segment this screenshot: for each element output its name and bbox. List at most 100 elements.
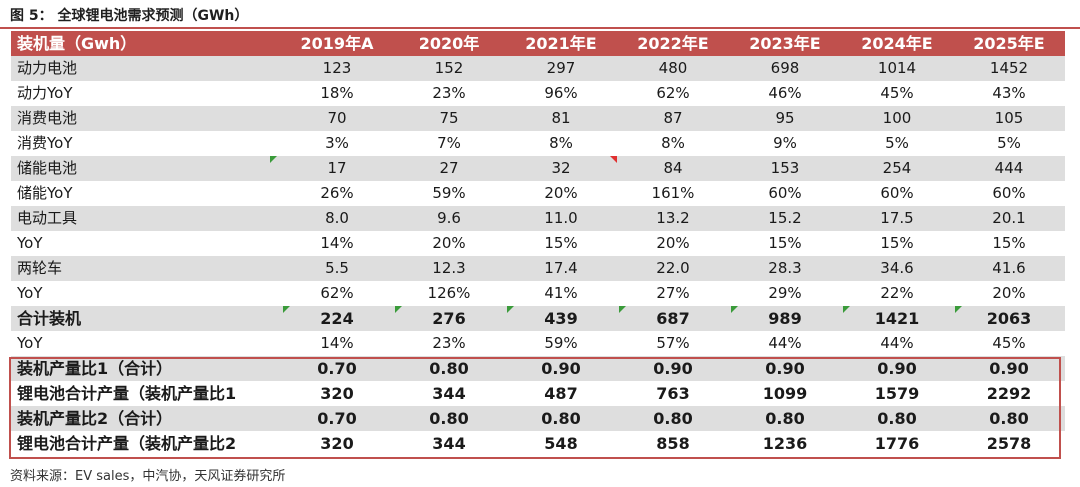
table-cell: 254 — [841, 156, 953, 181]
comment-marker-icon[interactable] — [283, 306, 290, 313]
table-cell: 41.6 — [953, 256, 1065, 281]
table-cell: 0.70 — [281, 406, 393, 431]
table-cell: 43% — [992, 84, 1026, 102]
cell-text: 224 — [320, 309, 354, 328]
table-cell: 105 — [953, 106, 1065, 131]
table-cell: 2578 — [986, 434, 1032, 453]
table-cell: 29% — [768, 284, 802, 302]
table-cell: 1452 — [953, 56, 1065, 81]
table-cell: 62% — [320, 284, 354, 302]
header-cell-2024: 2024年E — [841, 31, 953, 56]
header-row: 装机量（Gwh） 2019年A 2020年 2021年E 2022年E 2023… — [11, 31, 1065, 56]
header-cell-2025: 2025年E — [953, 31, 1065, 56]
table-cell: 858 — [656, 434, 690, 453]
table-cell: 14% — [320, 334, 354, 352]
table-cell: 57% — [656, 334, 690, 352]
table-row: YoY 14% 23% 59% 57% 44% 44% 45% — [11, 331, 1065, 356]
table-cell: 7% — [437, 134, 461, 152]
cell-text: 1421 — [874, 309, 920, 328]
forecast-table: 装机量（Gwh） 2019年A 2020年 2021年E 2022年E 2023… — [11, 31, 1065, 456]
table-cell: 62% — [656, 84, 690, 102]
table-cell: 0.80 — [505, 406, 617, 431]
table-cell: 12.3 — [393, 256, 505, 281]
table-row: YoY 62% 126% 41% 27% 29% 22% 20% — [11, 281, 1065, 306]
table-cell: 297 — [505, 56, 617, 81]
table-cell: 75 — [393, 106, 505, 131]
table-row: 储能YoY 26% 59% 20% 161% 60% 60% 60% — [11, 181, 1065, 206]
table-cell: 0.80 — [841, 406, 953, 431]
source-note: 资料来源：EV sales，中汽协，天风证券研究所 — [10, 469, 286, 484]
table-cell: 59% — [432, 184, 466, 202]
table-cell: 27% — [656, 284, 690, 302]
table-cell: 84 — [617, 156, 729, 181]
table-cell: 1014 — [841, 56, 953, 81]
table-cell: 20% — [544, 184, 578, 202]
comment-marker-icon[interactable] — [619, 306, 626, 313]
comment-marker-icon[interactable] — [843, 306, 850, 313]
table-row: YoY 14% 20% 15% 20% 15% 15% 15% — [11, 231, 1065, 256]
table-cell: 17.5 — [841, 206, 953, 231]
table-cell: 1236 — [762, 434, 808, 453]
table-cell: 14% — [320, 234, 354, 252]
row-label: 消费YoY — [17, 134, 73, 152]
table-cell: 5.5 — [281, 256, 393, 281]
comment-marker-icon[interactable] — [507, 306, 514, 313]
table-cell: 548 — [544, 434, 578, 453]
cell-text: 439 — [544, 309, 578, 328]
table-cell: 45% — [992, 334, 1026, 352]
table-cell: 0.90 — [505, 356, 617, 381]
row-label: YoY — [17, 334, 43, 352]
table-cell: 46% — [768, 84, 802, 102]
table-cell: 687 — [617, 306, 729, 331]
table-row-total: 合计装机 224 276 439 687 989 1421 2063 — [11, 306, 1065, 331]
header-cell-2020: 2020年 — [393, 31, 505, 56]
row-label: YoY — [17, 284, 43, 302]
table-cell: 27 — [393, 156, 505, 181]
table-cell: 0.80 — [617, 406, 729, 431]
table-cell: 444 — [953, 156, 1065, 181]
header-cell-2021: 2021年E — [505, 31, 617, 56]
table-cell: 344 — [432, 434, 466, 453]
title-rule — [0, 27, 1080, 29]
table-cell: 20% — [432, 234, 466, 252]
table-cell: 70 — [281, 106, 393, 131]
comment-marker-icon[interactable] — [610, 156, 617, 163]
comment-marker-icon[interactable] — [731, 306, 738, 313]
figure-title: 图 5： 全球锂电池需求预测（GWh） — [10, 8, 249, 24]
comment-marker-icon[interactable] — [395, 306, 402, 313]
comment-marker-icon[interactable] — [955, 306, 962, 313]
row-label: 合计装机 — [11, 306, 281, 331]
cell-text: 687 — [656, 309, 690, 328]
table-cell: 224 — [281, 306, 393, 331]
table-cell: 15% — [544, 234, 578, 252]
cell-text: 989 — [768, 309, 802, 328]
row-label: 动力电池 — [11, 56, 281, 81]
table-cell: 60% — [768, 184, 802, 202]
table-row: 电动工具 8.0 9.6 11.0 13.2 15.2 17.5 20.1 — [11, 206, 1065, 231]
table-cell: 22% — [880, 284, 914, 302]
table-cell: 5% — [885, 134, 909, 152]
comment-marker-icon[interactable] — [270, 156, 277, 163]
row-label-text: 储能电池 — [17, 159, 78, 177]
table-cell: 8% — [549, 134, 573, 152]
row-label: 锂电池合计产量（装机产量比2 — [17, 434, 237, 453]
table-cell: 28.3 — [729, 256, 841, 281]
table-cell: 276 — [393, 306, 505, 331]
table-cell: 1579 — [874, 384, 920, 403]
table-cell: 96% — [544, 84, 578, 102]
table-cell: 20% — [656, 234, 690, 252]
table-cell: 0.90 — [617, 356, 729, 381]
table-cell: 34.6 — [841, 256, 953, 281]
table-cell: 100 — [841, 106, 953, 131]
table-cell: 763 — [656, 384, 690, 403]
header-cell-label: 装机量（Gwh） — [11, 31, 281, 56]
table-row: 动力YoY 18% 23% 96% 62% 46% 45% 43% — [11, 81, 1065, 106]
table-cell: 60% — [880, 184, 914, 202]
table-cell: 126% — [427, 284, 471, 302]
table-cell: 22.0 — [617, 256, 729, 281]
table-cell: 1421 — [841, 306, 953, 331]
table-cell: 87 — [617, 106, 729, 131]
header-cell-2023: 2023年E — [729, 31, 841, 56]
table-row: 装机产量比2（合计） 0.70 0.80 0.80 0.80 0.80 0.80… — [11, 406, 1065, 431]
table-cell: 11.0 — [505, 206, 617, 231]
